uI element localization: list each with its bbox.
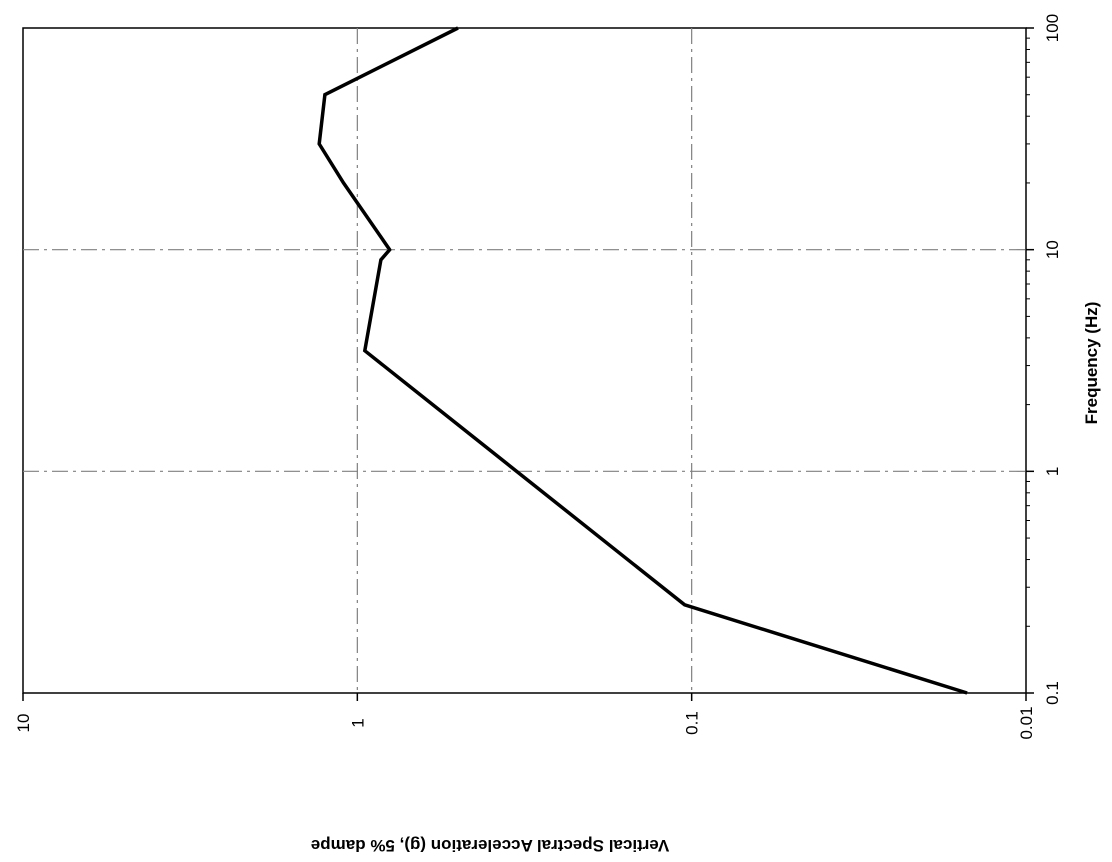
series-line xyxy=(317,26,968,695)
x-tick-label: 1 xyxy=(1043,467,1062,476)
plot-area xyxy=(22,27,1027,694)
x-axis-title: Frequency (Hz) xyxy=(1082,302,1101,425)
y-tick-label: 10 xyxy=(14,714,33,733)
y-tick-label: 1 xyxy=(348,718,367,727)
y-tick-label: 0.1 xyxy=(683,711,702,735)
tick-labels: 0.1 1 10 100 0.01 0.1 1 10 xyxy=(14,14,1062,740)
axis-ticks xyxy=(22,27,1034,701)
y-tick-label: 0.01 xyxy=(1017,706,1036,739)
gridlines xyxy=(23,28,1026,693)
x-tick-label: 10 xyxy=(1043,240,1062,259)
x-tick-label: 0.1 xyxy=(1043,681,1062,705)
x-tick-label: 100 xyxy=(1043,14,1062,42)
y-axis-title: Vertical Spectral Acceleration (g), 5% d… xyxy=(311,836,669,855)
